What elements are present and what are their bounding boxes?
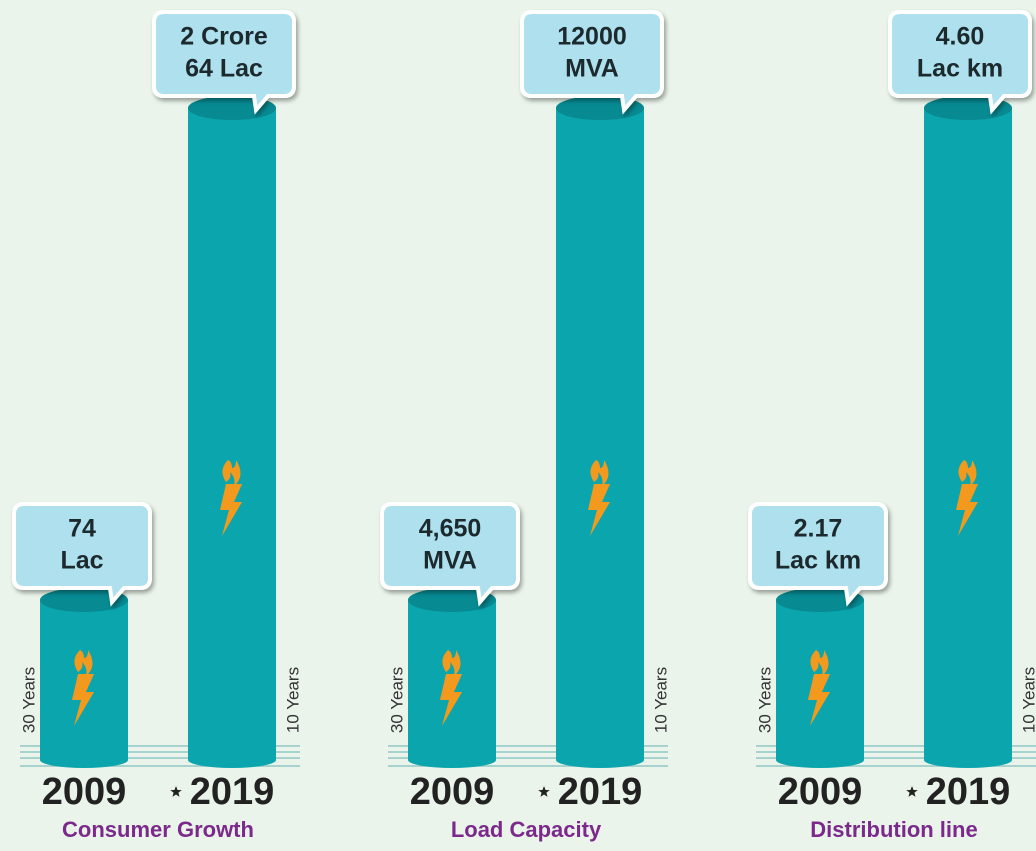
value-label: 2 Crore <box>180 23 268 51</box>
bolt-icon <box>956 484 978 536</box>
year-label: 2009 <box>778 771 863 813</box>
star-icon <box>538 786 550 797</box>
duration-label: 10 Years <box>651 667 670 733</box>
value-label: MVA <box>423 547 477 575</box>
panel-title: Distribution line <box>810 817 977 842</box>
duration-label: 30 Years <box>387 667 406 733</box>
flame-icon <box>590 460 609 486</box>
duration-label: 10 Years <box>283 667 302 733</box>
panel-title: Load Capacity <box>451 817 602 842</box>
cylinder-top <box>40 588 128 612</box>
cylinder-top <box>408 588 496 612</box>
panel: 4,650 MVA 30 Years 2009 12000 MVA 10 Years 2019… <box>380 10 670 842</box>
year-label: 2019 <box>558 771 643 813</box>
flame-icon <box>810 650 829 676</box>
bolt-icon <box>440 674 462 726</box>
bolt-icon <box>808 674 830 726</box>
callout <box>520 10 664 115</box>
cylinder-top <box>776 588 864 612</box>
year-label: 2009 <box>410 771 495 813</box>
panel-title: Consumer Growth <box>62 817 254 842</box>
flame-icon <box>442 650 461 676</box>
callout <box>888 10 1032 115</box>
panel: 2.17 Lac km 30 Years 2009 4.60 Lac km 10 Years… <box>748 10 1036 842</box>
cylinder-body <box>188 108 276 760</box>
star-icon <box>906 786 918 797</box>
year-label: 2019 <box>190 771 275 813</box>
duration-label: 30 Years <box>755 667 774 733</box>
value-label: 4,650 <box>419 515 482 543</box>
value-label: 74 <box>68 515 96 543</box>
value-label: 4.60 <box>936 23 985 51</box>
bolt-icon <box>588 484 610 536</box>
year-label: 2009 <box>42 771 127 813</box>
cylinder-bottom <box>188 752 276 768</box>
value-label: 2.17 <box>794 515 843 543</box>
flame-icon <box>958 460 977 486</box>
callout <box>380 502 520 607</box>
cylinder-bottom <box>556 752 644 768</box>
value-label: Lac <box>60 547 103 575</box>
cylinder-bottom <box>776 752 864 768</box>
value-label: 64 Lac <box>185 55 263 83</box>
duration-label: 30 Years <box>19 667 38 733</box>
duration-label: 10 Years <box>1019 667 1036 733</box>
value-label: MVA <box>565 55 619 83</box>
star-icon <box>170 786 182 797</box>
cylinder-bottom <box>408 752 496 768</box>
value-label: Lac km <box>775 547 861 575</box>
year-label: 2019 <box>926 771 1011 813</box>
cylinder-body <box>924 108 1012 760</box>
flame-icon <box>74 650 93 676</box>
bolt-icon <box>72 674 94 726</box>
cylinder-body <box>556 108 644 760</box>
flame-icon <box>222 460 241 486</box>
callout <box>12 502 152 607</box>
callout <box>748 502 888 607</box>
cylinder-bottom <box>40 752 128 768</box>
value-label: Lac km <box>917 55 1003 83</box>
callout <box>152 10 296 115</box>
bolt-icon <box>220 484 242 536</box>
value-label: 12000 <box>557 23 627 51</box>
panel: 74 Lac 30 Years 2009 2 Crore 64 Lac 10 Years 20… <box>12 10 302 842</box>
cylinder-bottom <box>924 752 1012 768</box>
